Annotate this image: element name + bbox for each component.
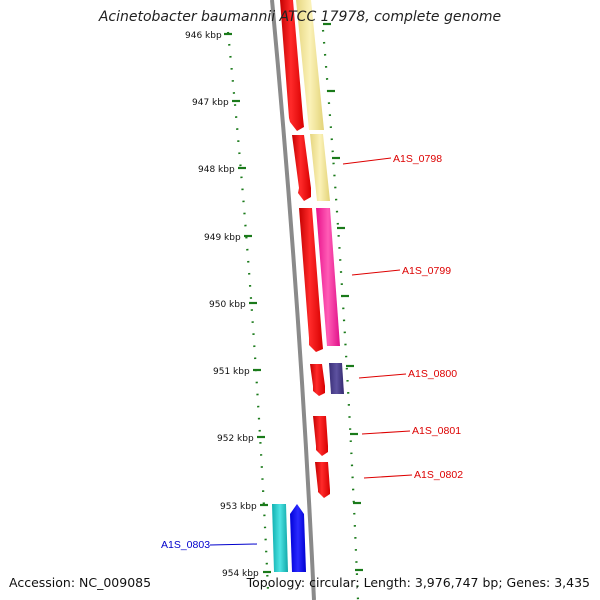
- gene-label-a1s-0799[interactable]: A1S_0799: [402, 265, 451, 277]
- cds-feature[interactable]: [313, 416, 328, 456]
- kbp-label: 948 kbp: [198, 165, 235, 175]
- kbp-label: 951 kbp: [213, 367, 250, 377]
- genome-title: Acinetobacter baumannii ATCC 17978, comp…: [98, 9, 502, 25]
- kbp-label: 949 kbp: [204, 233, 241, 243]
- gene-block-cyan[interactable]: [272, 504, 288, 572]
- ruler-outer-ticks: [323, 22, 363, 572]
- gene-label-a1s-0801[interactable]: A1S_0801: [412, 425, 461, 437]
- genome-backbone: [270, 0, 316, 600]
- accession-text: Accession: NC_009085: [9, 575, 152, 590]
- cds-feature[interactable]: [299, 208, 323, 352]
- kbp-label: 950 kbp: [209, 300, 246, 310]
- gene-block-navy[interactable]: [329, 363, 344, 394]
- kbp-label: 946 kbp: [185, 31, 222, 41]
- gene-arrow-blue[interactable]: [290, 504, 306, 572]
- cds-feature[interactable]: [292, 135, 311, 201]
- kbp-label: 954 kbp: [222, 569, 259, 579]
- ruler-labels: 946 kbp 947 kbp 948 kbp 949 kbp 950 kbp …: [185, 31, 259, 579]
- kbp-label: 953 kbp: [220, 502, 257, 512]
- label-leader: [358, 373, 407, 379]
- feature-track-outer[interactable]: [296, 0, 344, 394]
- gene-block-yellow[interactable]: [296, 0, 324, 130]
- label-leader: [342, 157, 392, 165]
- bottom-features[interactable]: [272, 504, 306, 572]
- label-leader: [351, 269, 401, 276]
- gene-labels: A1S_0798 A1S_0799 A1S_0800 A1S_0801 A1S_…: [161, 153, 463, 551]
- label-leader: [361, 430, 411, 435]
- topology-text: Topology: circular; Length: 3,976,747 bp…: [246, 575, 590, 590]
- gene-label-a1s-0802[interactable]: A1S_0802: [414, 469, 463, 481]
- ruler-inner-ticks: [224, 32, 271, 574]
- gene-block-yellow[interactable]: [310, 134, 330, 201]
- gene-label-a1s-0803[interactable]: A1S_0803: [161, 539, 210, 551]
- gene-block-pink[interactable]: [316, 208, 340, 346]
- gene-label-a1s-0800[interactable]: A1S_0800: [408, 368, 457, 380]
- kbp-label: 952 kbp: [217, 434, 254, 444]
- cds-feature[interactable]: [310, 364, 325, 396]
- cds-feature[interactable]: [280, 0, 304, 131]
- cds-feature[interactable]: [315, 462, 330, 498]
- kbp-label: 947 kbp: [192, 98, 229, 108]
- gene-label-a1s-0798[interactable]: A1S_0798: [393, 153, 442, 165]
- label-leader: [209, 543, 258, 546]
- label-leader: [363, 474, 413, 479]
- cds-track-inner[interactable]: [280, 0, 330, 498]
